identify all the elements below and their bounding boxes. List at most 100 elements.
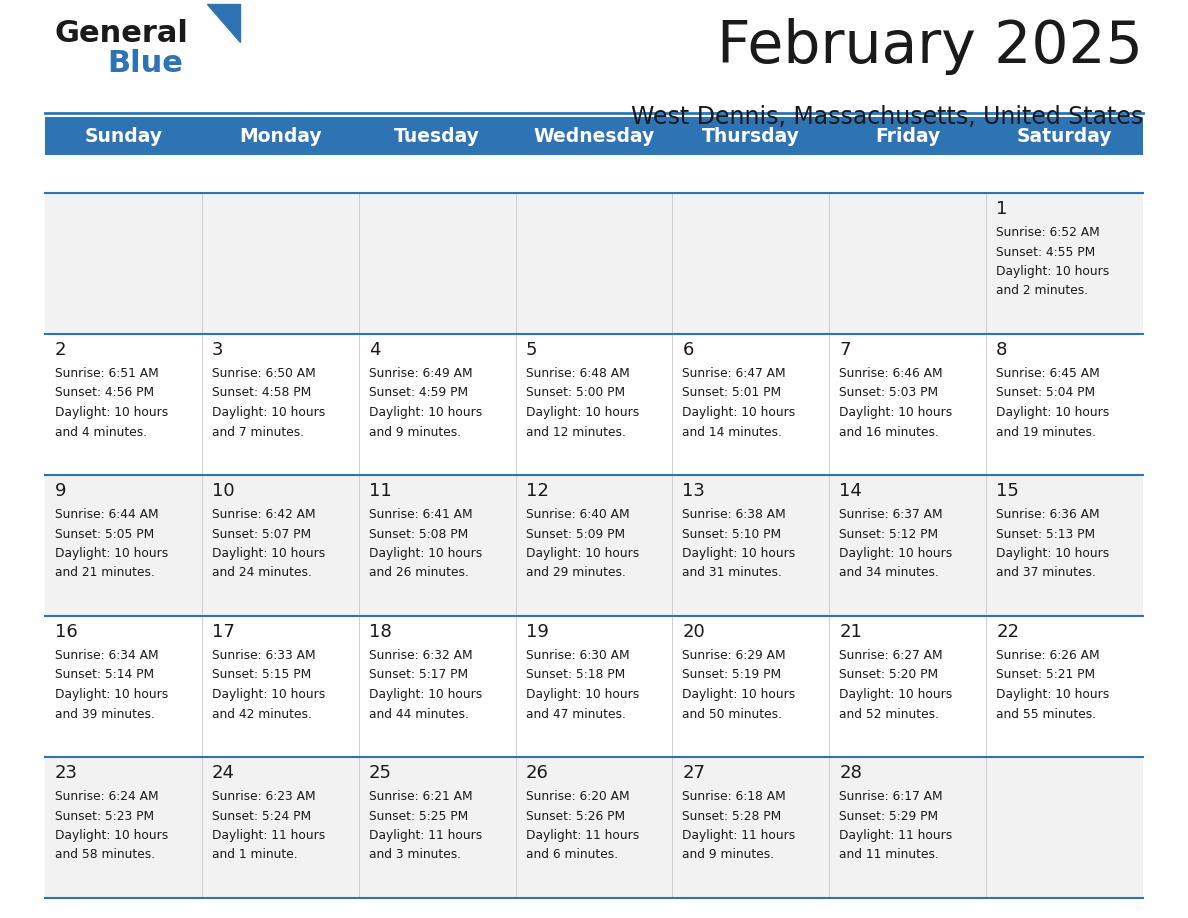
Text: Daylight: 10 hours: Daylight: 10 hours [55,688,169,701]
Text: Sunset: 5:17 PM: Sunset: 5:17 PM [368,668,468,681]
Text: 28: 28 [839,764,862,782]
Text: Sunset: 5:14 PM: Sunset: 5:14 PM [55,668,154,681]
Text: Sunrise: 6:30 AM: Sunrise: 6:30 AM [525,649,630,662]
Text: 6: 6 [682,341,694,359]
Text: Sunrise: 6:36 AM: Sunrise: 6:36 AM [997,508,1100,521]
Text: 7: 7 [839,341,851,359]
Text: and 52 minutes.: and 52 minutes. [839,708,940,721]
Text: and 58 minutes.: and 58 minutes. [55,848,156,861]
Text: Daylight: 10 hours: Daylight: 10 hours [368,688,482,701]
Text: Sunrise: 6:40 AM: Sunrise: 6:40 AM [525,508,630,521]
Text: Sunrise: 6:47 AM: Sunrise: 6:47 AM [682,367,786,380]
Text: Sunday: Sunday [84,127,163,145]
Text: West Dennis, Massachusetts, United States: West Dennis, Massachusetts, United State… [631,105,1143,129]
Text: Sunset: 5:12 PM: Sunset: 5:12 PM [839,528,939,541]
Text: Sunrise: 6:29 AM: Sunrise: 6:29 AM [682,649,786,662]
Text: Sunset: 5:10 PM: Sunset: 5:10 PM [682,528,782,541]
Text: Daylight: 10 hours: Daylight: 10 hours [682,406,796,419]
Text: 25: 25 [368,764,392,782]
Text: Sunrise: 6:18 AM: Sunrise: 6:18 AM [682,790,786,803]
Text: Sunset: 5:03 PM: Sunset: 5:03 PM [839,386,939,399]
Text: 2: 2 [55,341,67,359]
Text: Sunrise: 6:26 AM: Sunrise: 6:26 AM [997,649,1100,662]
Text: Sunrise: 6:23 AM: Sunrise: 6:23 AM [211,790,316,803]
Text: and 29 minutes.: and 29 minutes. [525,566,625,579]
Text: 10: 10 [211,482,234,500]
Text: Sunrise: 6:20 AM: Sunrise: 6:20 AM [525,790,630,803]
Text: Sunset: 5:00 PM: Sunset: 5:00 PM [525,386,625,399]
Text: 11: 11 [368,482,392,500]
Text: and 11 minutes.: and 11 minutes. [839,848,940,861]
Text: Thursday: Thursday [702,127,800,145]
Text: and 9 minutes.: and 9 minutes. [368,426,461,439]
Text: Friday: Friday [876,127,941,145]
Text: and 2 minutes.: and 2 minutes. [997,285,1088,297]
Text: General: General [55,19,189,48]
Text: 9: 9 [55,482,67,500]
Text: Sunrise: 6:33 AM: Sunrise: 6:33 AM [211,649,316,662]
Text: Daylight: 11 hours: Daylight: 11 hours [211,829,326,842]
Text: Daylight: 10 hours: Daylight: 10 hours [839,406,953,419]
Bar [45,193,1143,334]
Text: Daylight: 11 hours: Daylight: 11 hours [839,829,953,842]
Text: 22: 22 [997,623,1019,641]
Text: February 2025: February 2025 [718,18,1143,75]
Text: Daylight: 10 hours: Daylight: 10 hours [211,688,326,701]
Text: Sunset: 5:05 PM: Sunset: 5:05 PM [55,528,154,541]
Text: Sunrise: 6:21 AM: Sunrise: 6:21 AM [368,790,473,803]
Text: and 39 minutes.: and 39 minutes. [55,708,154,721]
Text: Sunset: 5:07 PM: Sunset: 5:07 PM [211,528,311,541]
Text: Sunset: 5:04 PM: Sunset: 5:04 PM [997,386,1095,399]
Text: and 44 minutes.: and 44 minutes. [368,708,468,721]
Text: 26: 26 [525,764,549,782]
Text: Blue: Blue [107,49,183,78]
Text: and 4 minutes.: and 4 minutes. [55,426,147,439]
Bar [45,475,1143,616]
Text: Sunrise: 6:46 AM: Sunrise: 6:46 AM [839,367,943,380]
Text: and 19 minutes.: and 19 minutes. [997,426,1097,439]
Text: 18: 18 [368,623,392,641]
Text: Sunset: 5:15 PM: Sunset: 5:15 PM [211,668,311,681]
Text: 16: 16 [55,623,77,641]
Text: 27: 27 [682,764,706,782]
Text: 8: 8 [997,341,1007,359]
Text: Sunset: 5:20 PM: Sunset: 5:20 PM [839,668,939,681]
Text: Sunrise: 6:52 AM: Sunrise: 6:52 AM [997,226,1100,239]
Text: 4: 4 [368,341,380,359]
Text: 14: 14 [839,482,862,500]
Text: Daylight: 11 hours: Daylight: 11 hours [525,829,639,842]
Polygon shape [207,4,240,42]
Text: Sunrise: 6:38 AM: Sunrise: 6:38 AM [682,508,786,521]
Text: Sunrise: 6:42 AM: Sunrise: 6:42 AM [211,508,316,521]
Text: Daylight: 10 hours: Daylight: 10 hours [997,547,1110,560]
Text: and 26 minutes.: and 26 minutes. [368,566,468,579]
Text: Sunset: 5:29 PM: Sunset: 5:29 PM [839,810,939,823]
Text: Daylight: 10 hours: Daylight: 10 hours [997,265,1110,278]
Text: Daylight: 10 hours: Daylight: 10 hours [211,406,326,419]
Text: and 9 minutes.: and 9 minutes. [682,848,775,861]
Text: 15: 15 [997,482,1019,500]
Text: 1: 1 [997,200,1007,218]
Bar [45,334,1143,475]
Text: and 14 minutes.: and 14 minutes. [682,426,783,439]
Text: Daylight: 10 hours: Daylight: 10 hours [368,406,482,419]
Text: 5: 5 [525,341,537,359]
Text: Sunrise: 6:50 AM: Sunrise: 6:50 AM [211,367,316,380]
Text: Daylight: 10 hours: Daylight: 10 hours [525,406,639,419]
Text: Daylight: 10 hours: Daylight: 10 hours [55,829,169,842]
Text: and 47 minutes.: and 47 minutes. [525,708,625,721]
Text: Sunrise: 6:49 AM: Sunrise: 6:49 AM [368,367,473,380]
Text: Sunset: 5:08 PM: Sunset: 5:08 PM [368,528,468,541]
Text: Sunrise: 6:48 AM: Sunrise: 6:48 AM [525,367,630,380]
Text: Sunrise: 6:41 AM: Sunrise: 6:41 AM [368,508,473,521]
Text: Daylight: 10 hours: Daylight: 10 hours [525,688,639,701]
Text: 17: 17 [211,623,235,641]
Text: Daylight: 11 hours: Daylight: 11 hours [368,829,482,842]
Text: and 7 minutes.: and 7 minutes. [211,426,304,439]
Text: Daylight: 10 hours: Daylight: 10 hours [55,547,169,560]
Text: Sunset: 5:25 PM: Sunset: 5:25 PM [368,810,468,823]
Text: Daylight: 11 hours: Daylight: 11 hours [682,829,796,842]
Text: Daylight: 10 hours: Daylight: 10 hours [682,547,796,560]
Text: Daylight: 10 hours: Daylight: 10 hours [525,547,639,560]
Text: Sunrise: 6:45 AM: Sunrise: 6:45 AM [997,367,1100,380]
